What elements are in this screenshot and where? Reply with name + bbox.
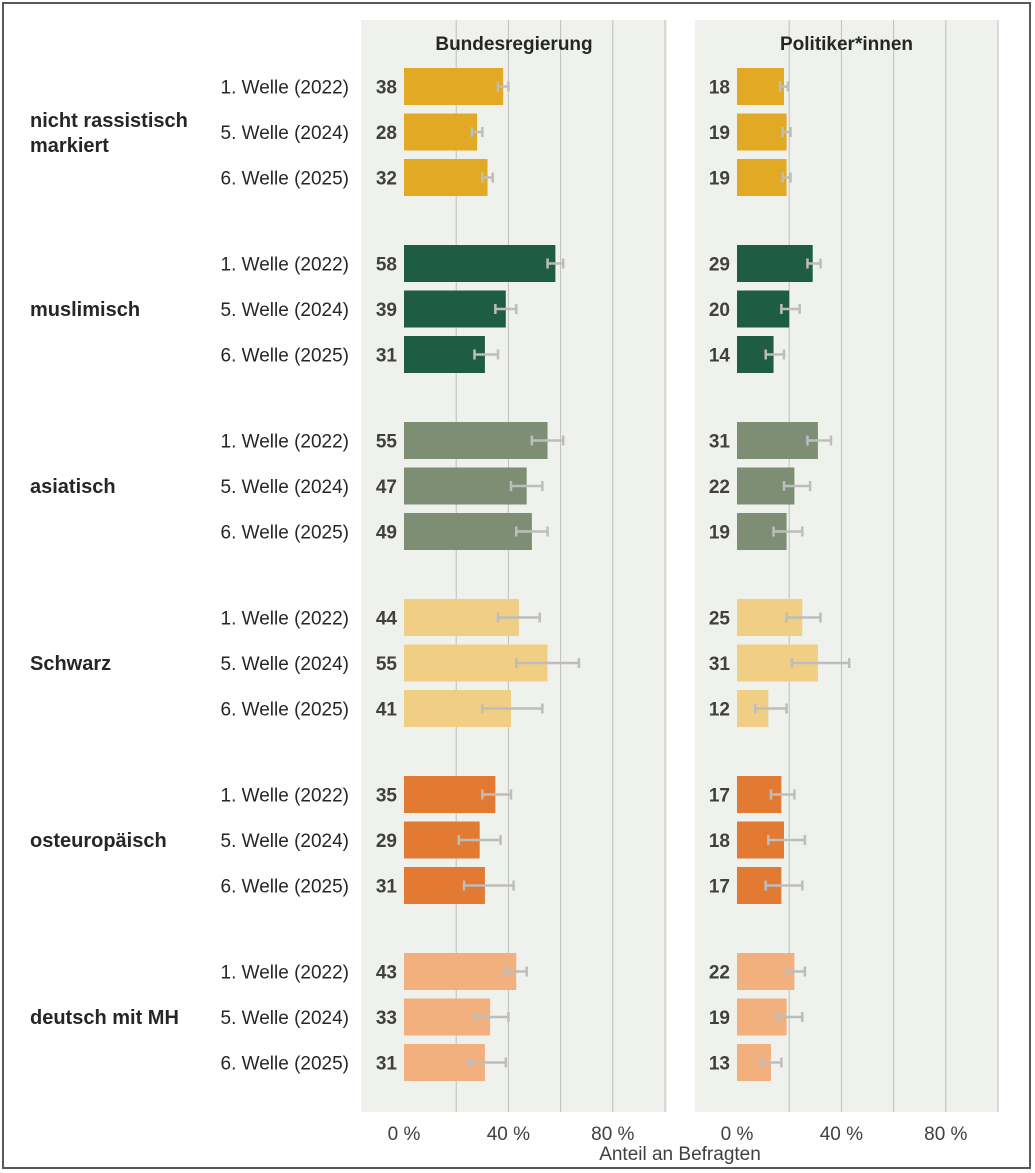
bar	[404, 113, 478, 151]
panel-background-1	[361, 20, 667, 1112]
wave-label: 5. Welle (2024)	[221, 831, 350, 852]
group-label: muslimisch	[30, 299, 140, 321]
value-label: 49	[376, 523, 397, 544]
value-label: 12	[709, 700, 730, 721]
value-label: 22	[709, 477, 730, 498]
value-label: 29	[376, 831, 397, 852]
wave-label: 5. Welle (2024)	[221, 300, 350, 321]
bar	[737, 113, 787, 151]
value-label: 19	[709, 169, 730, 190]
wave-label: 1. Welle (2022)	[221, 78, 350, 99]
value-label: 31	[709, 432, 731, 453]
group-label: nicht rassistisch	[30, 110, 188, 132]
value-label: 17	[709, 877, 730, 898]
bar	[404, 422, 548, 459]
x-axis-title: Anteil an Befragten	[599, 1144, 761, 1165]
wave-label: 6. Welle (2025)	[221, 1054, 350, 1075]
value-label: 31	[376, 346, 398, 367]
wave-label: 6. Welle (2025)	[221, 700, 350, 721]
value-label: 18	[709, 78, 730, 99]
value-label: 55	[376, 432, 398, 453]
value-label: 43	[376, 963, 397, 984]
bar	[737, 422, 818, 459]
bar	[737, 245, 813, 282]
wave-label: 1. Welle (2022)	[221, 255, 350, 276]
panel-title: Bundesregierung	[435, 34, 592, 55]
value-label: 41	[376, 700, 398, 721]
panel-title: Politiker*innen	[780, 34, 913, 55]
value-label: 19	[709, 523, 730, 544]
value-label: 55	[376, 654, 398, 675]
group-label: osteuropäisch	[30, 830, 167, 852]
wave-label: 1. Welle (2022)	[221, 963, 350, 984]
wave-label: 5. Welle (2024)	[221, 123, 350, 144]
value-label: 25	[709, 609, 731, 630]
group-label: deutsch mit MH	[30, 1007, 179, 1029]
value-label: 39	[376, 300, 397, 321]
wave-label: 6. Welle (2025)	[221, 169, 350, 190]
bar	[737, 953, 795, 990]
panel-background-2	[695, 20, 998, 1112]
bar	[404, 953, 517, 990]
wave-label: 5. Welle (2024)	[221, 477, 350, 498]
bar	[404, 290, 506, 328]
bar	[404, 776, 496, 813]
bar	[737, 159, 787, 196]
wave-label: 1. Welle (2022)	[221, 432, 350, 453]
wave-label: 6. Welle (2025)	[221, 523, 350, 544]
value-label: 28	[376, 123, 397, 144]
x-tick-label: 80 %	[924, 1124, 967, 1145]
bar	[404, 159, 488, 196]
x-tick-label: 40 %	[487, 1124, 530, 1145]
value-label: 31	[376, 1054, 398, 1075]
value-label: 58	[376, 255, 397, 276]
x-tick-label: 80 %	[591, 1124, 634, 1145]
x-tick-label: 0 %	[721, 1124, 754, 1145]
value-label: 13	[709, 1054, 730, 1075]
value-label: 44	[376, 609, 398, 630]
x-tick-label: 40 %	[820, 1124, 863, 1145]
wave-label: 5. Welle (2024)	[221, 654, 350, 675]
wave-label: 5. Welle (2024)	[221, 1008, 350, 1029]
bar	[404, 336, 485, 373]
bar	[737, 68, 784, 105]
bar	[404, 513, 532, 550]
group-label: Schwarz	[30, 653, 111, 675]
value-label: 31	[376, 877, 398, 898]
value-label: 20	[709, 300, 730, 321]
value-label: 33	[376, 1008, 397, 1029]
value-label: 31	[709, 654, 731, 675]
group-label: markiert	[30, 135, 109, 157]
value-label: 19	[709, 123, 730, 144]
value-label: 47	[376, 477, 397, 498]
bar	[404, 467, 527, 505]
value-label: 29	[709, 255, 730, 276]
value-label: 35	[376, 786, 398, 807]
value-label: 19	[709, 1008, 730, 1029]
wave-label: 1. Welle (2022)	[221, 786, 350, 807]
value-label: 32	[376, 169, 397, 190]
x-tick-label: 0 %	[388, 1124, 421, 1145]
bar	[404, 68, 504, 105]
value-label: 18	[709, 831, 730, 852]
value-label: 17	[709, 786, 730, 807]
value-label: 38	[376, 78, 397, 99]
wave-label: 6. Welle (2025)	[221, 346, 350, 367]
value-label: 22	[709, 963, 730, 984]
value-label: 14	[709, 346, 731, 367]
bar	[404, 245, 556, 282]
wave-label: 1. Welle (2022)	[221, 609, 350, 630]
wave-label: 6. Welle (2025)	[221, 877, 350, 898]
group-label: asiatisch	[30, 476, 116, 498]
